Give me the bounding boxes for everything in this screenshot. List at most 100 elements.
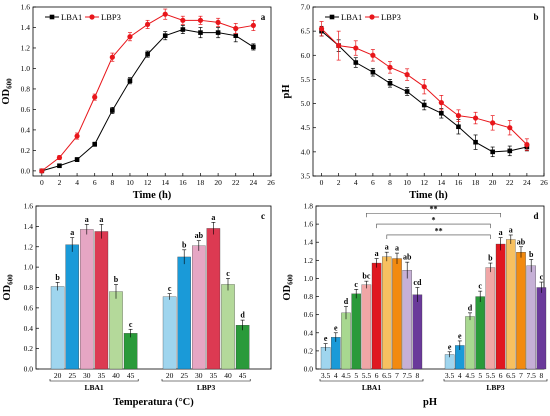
x-axis-title: Time (h) bbox=[409, 190, 448, 201]
legend-label: LBA1 bbox=[341, 12, 362, 22]
x-tick-label: 6 bbox=[371, 178, 375, 187]
significance-letter: c bbox=[540, 273, 544, 282]
x-tick-label: 26 bbox=[267, 178, 275, 187]
data-point bbox=[353, 60, 359, 65]
data-point bbox=[370, 69, 376, 75]
significance-letter: d bbox=[240, 311, 245, 320]
x-tick-label: 24 bbox=[250, 178, 258, 187]
x-tick-label: 7.5 bbox=[403, 371, 413, 380]
x-tick-label: 30 bbox=[195, 371, 203, 380]
data-point bbox=[490, 149, 495, 155]
x-tick-label: 6 bbox=[375, 371, 379, 380]
bar bbox=[341, 312, 351, 370]
significance-letter: a bbox=[70, 228, 74, 237]
x-tick-label: 5 bbox=[478, 371, 482, 380]
x-tick-label: 3.5 bbox=[321, 371, 331, 380]
x-tick-label: 26 bbox=[540, 178, 548, 187]
legend-label: LBP3 bbox=[381, 12, 401, 22]
significance-letter: ab bbox=[517, 237, 526, 246]
significance-bracket bbox=[386, 234, 491, 239]
significance-letter: b bbox=[182, 240, 187, 249]
significance-letter: b bbox=[114, 275, 119, 284]
y-tick-label: 0.6 bbox=[24, 303, 34, 312]
x-tick-label: 35 bbox=[98, 371, 106, 380]
bar bbox=[412, 294, 423, 370]
x-tick-label: 5.5 bbox=[362, 371, 372, 380]
panel-label: d bbox=[533, 211, 538, 221]
x-tick-label: 0 bbox=[40, 178, 44, 187]
data-point bbox=[180, 17, 186, 23]
data-point bbox=[180, 27, 186, 32]
data-point bbox=[439, 110, 444, 116]
series-LBP3 bbox=[318, 21, 530, 151]
y-tick-label: 1.8 bbox=[304, 202, 314, 211]
x-tick-label: 6 bbox=[499, 371, 503, 380]
x-tick-label: 12 bbox=[420, 178, 428, 187]
y-tick-label: 1.6 bbox=[304, 220, 314, 229]
x-tick-label: 4 bbox=[334, 371, 338, 380]
group-label: LBA1 bbox=[362, 383, 381, 392]
legend-marker bbox=[89, 14, 95, 20]
x-tick-label: 2 bbox=[337, 178, 341, 187]
y-tick-label: 0.4 bbox=[21, 125, 31, 134]
x-tick-label: 35 bbox=[210, 371, 218, 380]
data-point bbox=[145, 51, 150, 57]
group-bracket bbox=[49, 379, 139, 382]
x-tick-label: 8 bbox=[540, 371, 544, 380]
x-tick-label: 14 bbox=[438, 178, 446, 187]
y-tick-label: 1.6 bbox=[21, 3, 31, 12]
bar bbox=[206, 228, 221, 370]
data-point bbox=[162, 11, 168, 17]
x-tick-label: 8 bbox=[416, 371, 420, 380]
y-tick-label: 1.2 bbox=[304, 256, 314, 265]
significance-letter: a bbox=[509, 225, 513, 234]
significance-letter: a bbox=[211, 213, 215, 222]
y-tick-label: 6.5 bbox=[301, 27, 311, 36]
legend-label: LBP3 bbox=[101, 12, 121, 22]
x-tick-label: 7 bbox=[519, 371, 523, 380]
significance-letter: a bbox=[375, 249, 379, 258]
bar bbox=[382, 256, 392, 370]
data-point bbox=[251, 44, 256, 50]
group-label: LBP3 bbox=[486, 383, 505, 392]
panel-label: c bbox=[261, 211, 265, 221]
bar bbox=[526, 265, 536, 370]
x-tick-label: 20 bbox=[489, 178, 497, 187]
bar bbox=[465, 316, 475, 370]
data-point bbox=[473, 139, 478, 145]
y-axis-title: OD600 bbox=[1, 78, 14, 105]
bar bbox=[123, 333, 138, 370]
panel-label: a bbox=[261, 12, 266, 22]
significance-letter: c bbox=[226, 269, 230, 278]
y-tick-label: 1.0 bbox=[304, 274, 314, 283]
data-point bbox=[318, 26, 325, 32]
x-tick-label: 30 bbox=[83, 371, 91, 380]
significance-letter: bc bbox=[362, 272, 370, 281]
data-point bbox=[233, 25, 239, 32]
y-tick-label: 0.2 bbox=[304, 346, 314, 355]
data-point bbox=[110, 108, 115, 113]
significance-letter: a bbox=[499, 228, 503, 237]
bar bbox=[50, 286, 65, 370]
bar bbox=[506, 239, 516, 370]
x-tick-label: 22 bbox=[506, 178, 514, 187]
y-tick-label: 0.8 bbox=[24, 283, 34, 292]
data-point bbox=[74, 157, 80, 162]
data-point bbox=[197, 17, 204, 23]
significance-letter: a bbox=[385, 243, 389, 252]
significance-letter: cd bbox=[413, 278, 422, 287]
bar bbox=[192, 245, 206, 370]
data-point bbox=[233, 33, 239, 38]
data-point bbox=[404, 72, 410, 78]
data-point bbox=[507, 148, 513, 154]
y-tick-label: 7.0 bbox=[301, 3, 311, 12]
data-point bbox=[74, 133, 80, 139]
y-tick-label: 5.0 bbox=[301, 99, 311, 108]
data-point bbox=[387, 64, 393, 70]
series-line bbox=[41, 13, 254, 172]
data-point bbox=[127, 78, 133, 84]
y-tick-label: 0.8 bbox=[21, 84, 31, 93]
significance-letter: a bbox=[99, 215, 103, 224]
significance-letter: ab bbox=[403, 253, 412, 262]
